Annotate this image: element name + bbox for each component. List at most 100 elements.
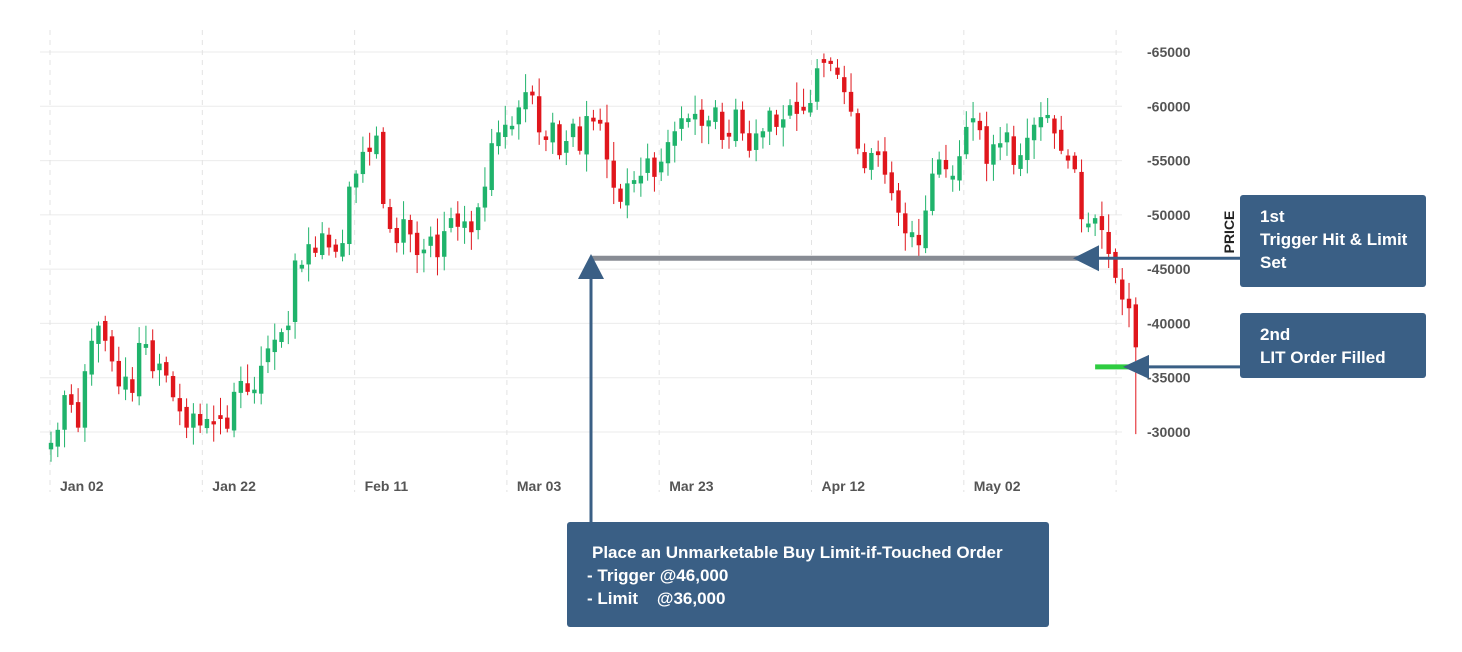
candle-up xyxy=(781,119,786,128)
candle-up xyxy=(421,249,427,254)
y-tick-label: -35000 xyxy=(1147,370,1191,386)
candle-up xyxy=(625,183,630,206)
candle-up xyxy=(123,376,128,390)
candle-down xyxy=(103,321,108,341)
candle-down xyxy=(977,120,983,131)
candle-up xyxy=(570,123,576,138)
candle-down xyxy=(245,383,250,392)
annotation-arrows xyxy=(578,245,1240,522)
candle-up xyxy=(970,118,976,123)
candle-down xyxy=(699,109,705,126)
candle-up xyxy=(936,159,942,175)
candle-up xyxy=(1004,132,1010,143)
candle-down xyxy=(1113,251,1118,278)
candle-up xyxy=(767,110,772,132)
candle-up xyxy=(509,125,515,130)
candle-up xyxy=(787,105,793,116)
candle-down xyxy=(170,376,176,398)
candle-down xyxy=(848,91,854,112)
candle-down xyxy=(1059,129,1064,151)
candle-down xyxy=(1072,155,1077,170)
candle-up xyxy=(991,144,996,165)
candle-down xyxy=(604,122,610,160)
arrow-head xyxy=(578,254,604,279)
candle-down xyxy=(1079,171,1084,220)
candle-up xyxy=(808,103,813,113)
candle-up xyxy=(1025,137,1030,160)
candle-up xyxy=(1045,114,1050,119)
candle-up xyxy=(672,131,677,146)
y-tick-label: -30000 xyxy=(1147,424,1191,440)
candle-up xyxy=(909,232,915,238)
candle-up xyxy=(584,116,589,155)
candle-up xyxy=(733,109,738,142)
candle-up xyxy=(753,133,759,150)
candle-up xyxy=(442,231,447,257)
candle-up xyxy=(713,107,718,122)
candle-down xyxy=(882,151,888,175)
arrow-head xyxy=(1073,245,1099,272)
candle-up xyxy=(238,380,244,393)
candle-down xyxy=(75,402,81,428)
candle-down xyxy=(543,136,549,140)
candle-up xyxy=(191,413,196,428)
callout-place-order-trigger: - Trigger @46,000 xyxy=(587,566,729,585)
candle-up xyxy=(1031,124,1037,141)
candle-down xyxy=(150,340,155,372)
callout-trigger-hit-line: Set xyxy=(1260,253,1287,272)
candle-down xyxy=(333,244,338,252)
candle-up xyxy=(279,332,284,343)
y-tick-label: -60000 xyxy=(1147,98,1191,114)
candle-down xyxy=(177,398,183,412)
candle-up xyxy=(760,131,766,138)
candle-up xyxy=(1018,155,1023,169)
candle-up xyxy=(1092,218,1098,224)
candle-down xyxy=(164,362,169,376)
candle-down xyxy=(435,234,440,258)
candle-down xyxy=(455,213,460,227)
candle-down xyxy=(313,247,318,253)
candle-up xyxy=(516,107,522,125)
candle-up xyxy=(1038,117,1044,128)
callout-trigger-hit: 1st Trigger Hit & Limit Set xyxy=(1240,195,1426,287)
candle-up xyxy=(923,210,928,249)
price-levels xyxy=(591,255,1140,370)
candle-down xyxy=(720,111,725,140)
x-tick-label: Jan 22 xyxy=(212,478,256,494)
candle-down xyxy=(1126,298,1132,309)
candle-up xyxy=(62,395,67,430)
candle-up xyxy=(347,186,352,245)
callout-trigger-hit-line: 1st xyxy=(1260,207,1285,226)
candle-up xyxy=(340,243,345,257)
candle-up xyxy=(957,156,962,181)
candle-up xyxy=(679,118,684,129)
candle-up xyxy=(692,113,698,120)
candle-up xyxy=(258,365,264,394)
callout-order-filled: 2nd LIT Order Filled xyxy=(1240,313,1426,378)
callout-place-order: Place an Unmarketable Buy Limit-if-Touch… xyxy=(567,522,1049,627)
candle-up xyxy=(930,173,935,211)
candle-up xyxy=(96,325,101,344)
callout-order-filled-line: LIT Order Filled xyxy=(1260,348,1386,367)
candle-up xyxy=(374,135,379,155)
candle-up xyxy=(428,236,433,246)
candle-up xyxy=(143,344,149,348)
candle-down xyxy=(591,117,596,122)
candle-down xyxy=(184,406,189,428)
candle-up xyxy=(645,158,650,173)
candle-down xyxy=(69,394,74,405)
candles xyxy=(48,53,1138,462)
candle-down xyxy=(1099,216,1105,231)
candle-down xyxy=(1011,136,1016,165)
callout-place-order-title: Place an Unmarketable Buy Limit-if-Touch… xyxy=(592,543,1003,562)
candle-down xyxy=(903,213,908,234)
candle-up xyxy=(299,264,305,269)
candle-up xyxy=(482,186,488,208)
y-tick-label: -40000 xyxy=(1147,315,1191,331)
candle-up xyxy=(638,175,644,184)
candle-up xyxy=(564,141,569,153)
candle-down xyxy=(414,232,420,256)
candle-up xyxy=(503,124,508,138)
candle-down xyxy=(577,126,583,151)
candle-down xyxy=(916,234,922,246)
